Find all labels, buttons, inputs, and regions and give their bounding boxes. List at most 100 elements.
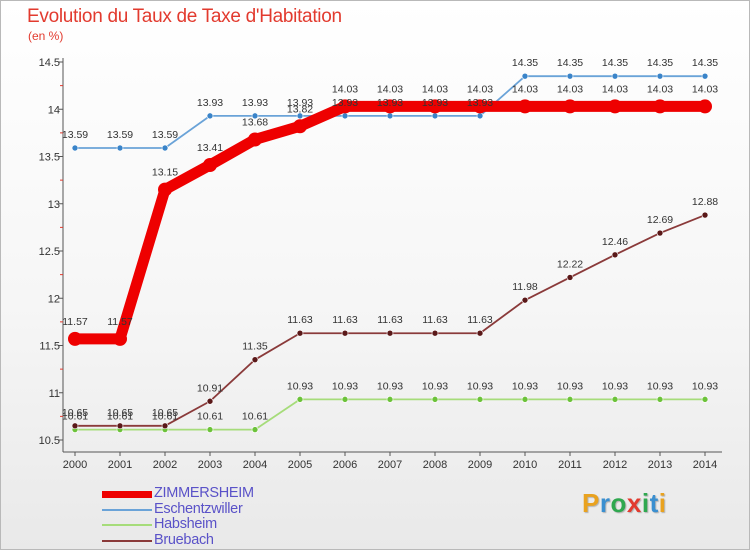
data-point — [611, 396, 619, 403]
data-point — [296, 396, 304, 403]
data-point — [206, 397, 214, 405]
chart-subtitle: (en %) — [28, 29, 64, 43]
data-label: 11.63 — [467, 314, 493, 326]
data-point — [563, 99, 577, 114]
data-point — [566, 72, 574, 80]
data-label: 11.63 — [377, 314, 403, 326]
data-label: 14.03 — [647, 83, 673, 95]
data-label: 13.93 — [197, 97, 223, 109]
data-point — [701, 211, 709, 219]
x-tick-label: 2010 — [513, 459, 537, 471]
data-point — [476, 329, 484, 337]
data-point — [71, 144, 79, 152]
data-label: 13.93 — [377, 97, 403, 109]
data-point — [431, 112, 439, 120]
legend-swatch — [102, 491, 152, 498]
x-tick-label: 2012 — [603, 459, 627, 471]
y-tick-label: 14 — [48, 104, 60, 116]
x-tick-label: 2002 — [153, 459, 177, 471]
data-point — [161, 422, 169, 430]
data-label: 10.93 — [557, 380, 583, 392]
data-label: 10.61 — [242, 411, 268, 423]
data-point — [476, 112, 484, 120]
data-point — [251, 112, 259, 120]
data-point — [566, 274, 574, 281]
logo-letter: i — [658, 488, 667, 518]
data-point — [341, 112, 349, 120]
data-point — [656, 229, 664, 237]
data-point — [566, 396, 574, 403]
data-label: 11.63 — [332, 314, 358, 326]
data-point — [116, 422, 124, 430]
data-point — [521, 396, 529, 403]
data-point — [203, 158, 217, 173]
proxiti-logo: Proxiti — [582, 488, 666, 519]
logo-letter: o — [610, 488, 627, 518]
x-tick-label: 2008 — [423, 459, 447, 471]
data-label: 10.65 — [152, 407, 178, 419]
data-label: 14.03 — [512, 83, 538, 95]
x-tick-label: 2009 — [468, 459, 492, 471]
data-label: 13.59 — [152, 129, 178, 141]
data-point — [248, 132, 262, 147]
data-label: 14.35 — [512, 57, 538, 69]
data-label: 12.22 — [557, 258, 583, 270]
data-label: 11.35 — [242, 341, 268, 353]
data-point — [206, 426, 214, 433]
data-label: 11.57 — [107, 316, 133, 328]
data-point — [656, 72, 664, 80]
data-point — [521, 296, 529, 304]
y-tick-label: 11 — [49, 388, 60, 400]
legend-label: Eschentzwiller — [154, 500, 243, 517]
data-label: 13.41 — [197, 142, 223, 154]
legend-label: Bruebach — [154, 531, 214, 548]
data-label: 10.61 — [197, 411, 223, 423]
data-point — [428, 99, 442, 114]
data-label: 13.15 — [152, 167, 178, 179]
x-tick-label: 2003 — [198, 459, 222, 471]
data-label: 13.68 — [242, 116, 268, 128]
data-label: 10.65 — [107, 407, 133, 419]
data-label: 12.46 — [602, 236, 628, 248]
data-label: 14.03 — [332, 83, 358, 95]
data-point — [518, 99, 532, 114]
x-tick-label: 2000 — [63, 459, 87, 471]
data-label: 10.61 — [152, 411, 178, 423]
y-tick-label: 14.5 — [39, 57, 60, 69]
data-point — [653, 99, 667, 114]
data-point — [68, 331, 82, 346]
y-tick-label: 11.5 — [39, 341, 60, 353]
data-label: 13.59 — [62, 129, 88, 141]
data-label: 13.93 — [467, 97, 493, 109]
data-point — [113, 331, 127, 346]
legend-swatch — [102, 539, 152, 542]
y-tick-label: 13.5 — [39, 152, 60, 164]
x-tick-label: 2011 — [558, 459, 582, 471]
legend-swatch — [102, 508, 152, 511]
data-point — [341, 396, 349, 403]
data-label: 10.93 — [332, 380, 358, 392]
data-label: 12.69 — [647, 214, 673, 226]
data-label: 14.03 — [377, 83, 403, 95]
data-point — [386, 329, 394, 337]
data-label: 14.35 — [692, 57, 718, 69]
x-tick-label: 2013 — [648, 459, 672, 471]
data-point — [383, 99, 397, 114]
data-label: 14.03 — [557, 83, 583, 95]
data-point — [251, 356, 259, 363]
data-point — [431, 396, 439, 403]
logo-letter: r — [599, 488, 611, 518]
data-label: 10.61 — [62, 411, 88, 423]
data-label: 13.82 — [287, 103, 313, 115]
x-tick-label: 2004 — [243, 459, 267, 471]
legend-swatch — [102, 524, 152, 526]
data-point — [476, 396, 484, 403]
data-point — [158, 182, 172, 197]
chart-title: Evolution du Taux de Taxe d'Habitation — [27, 6, 342, 27]
data-point — [611, 251, 619, 259]
data-point — [656, 396, 664, 403]
data-label: 11.63 — [287, 314, 313, 326]
data-label: 14.35 — [647, 57, 673, 69]
data-point — [608, 99, 622, 114]
